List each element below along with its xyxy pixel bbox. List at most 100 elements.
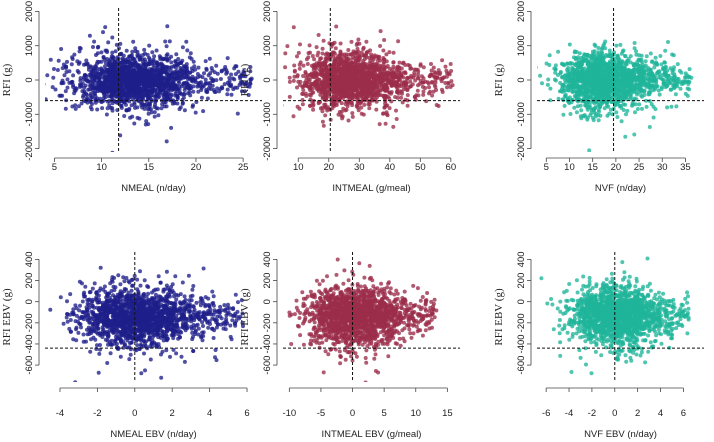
- scatter-point: [347, 73, 352, 78]
- scatter-point: [301, 84, 306, 89]
- scatter-point: [413, 78, 418, 83]
- scatter-point: [553, 70, 558, 75]
- scatter-point: [133, 49, 138, 54]
- scatter-point: [146, 122, 151, 127]
- scatter-point: [235, 111, 240, 116]
- scatter-point: [354, 74, 359, 79]
- scatter-point: [94, 71, 99, 76]
- scatter-point: [283, 104, 284, 107]
- y-tick-label: 0: [262, 77, 273, 82]
- scatter-point: [406, 75, 411, 80]
- scatter-point: [362, 84, 367, 89]
- scatter-point: [388, 80, 392, 85]
- scatter-point: [166, 72, 171, 77]
- scatter-point: [95, 80, 99, 85]
- scatter-point: [585, 107, 590, 112]
- scatter-point: [208, 71, 213, 76]
- scatter-point: [570, 76, 575, 81]
- scatter-point: [572, 50, 577, 55]
- scatter-point: [339, 109, 344, 114]
- scatter-point: [189, 56, 194, 61]
- scatter-point: [154, 48, 159, 53]
- scatter-point: [322, 92, 327, 97]
- scatter-point: [90, 75, 95, 80]
- scatter-point: [673, 92, 678, 97]
- scatter-point: [267, 98, 271, 102]
- scatter-point: [405, 93, 410, 98]
- scatter-point: [158, 72, 163, 77]
- scatter-point: [55, 68, 60, 72]
- scatter-point: [214, 63, 219, 68]
- scatter-point: [658, 54, 663, 58]
- scatter-point: [610, 57, 615, 62]
- scatter-point: [180, 72, 185, 77]
- scatter-point: [640, 70, 645, 75]
- scatter-point: [665, 77, 670, 82]
- scatter-point: [86, 87, 91, 92]
- scatter-point: [569, 82, 574, 87]
- scatter-point: [315, 84, 320, 89]
- scatter-point: [201, 84, 206, 89]
- scatter-point: [330, 68, 335, 73]
- y-tick-label: 1000: [262, 35, 273, 56]
- scatter-point: [82, 85, 87, 90]
- scatter-point: [155, 75, 160, 80]
- scatter-point: [589, 94, 593, 99]
- scatter-point: [153, 89, 158, 93]
- scatter-point: [387, 106, 392, 111]
- scatter-point: [311, 67, 316, 72]
- scatter-point: [309, 71, 314, 76]
- scatter-point: [233, 72, 238, 77]
- scatter-point: [311, 102, 316, 107]
- scatter-point: [103, 25, 108, 30]
- scatter-point: [65, 77, 70, 82]
- scatter-point: [374, 95, 379, 100]
- scatter-point: [283, 51, 288, 56]
- scatter-point: [88, 105, 93, 110]
- scatter-point: [383, 121, 388, 126]
- scatter-point: [119, 103, 124, 108]
- scatter-point: [410, 82, 415, 87]
- scatter-point: [149, 82, 154, 87]
- scatter-point: [341, 92, 346, 97]
- scatter-point: [140, 75, 145, 80]
- scatter-point: [113, 64, 118, 69]
- scatter-point: [154, 106, 159, 111]
- scatter-point: [650, 59, 655, 64]
- scatter-point: [423, 86, 428, 90]
- scatter-point: [598, 113, 603, 118]
- scatter-point: [588, 105, 593, 110]
- scatter-point: [110, 101, 115, 106]
- scatter-point: [566, 75, 571, 80]
- scatter-point: [338, 49, 343, 54]
- scatter-point: [177, 84, 182, 89]
- scatter-point: [87, 33, 92, 38]
- scatter-point: [312, 57, 317, 62]
- scatter-point: [385, 113, 390, 118]
- scatter-point: [387, 50, 392, 55]
- scatter-point: [205, 96, 210, 101]
- scatter-point: [130, 77, 135, 82]
- scatter-point: [548, 98, 553, 103]
- scatter-point: [661, 81, 666, 86]
- scatter-point: [287, 79, 292, 84]
- scatter-point: [215, 86, 220, 91]
- scatter-point: [196, 89, 201, 94]
- scatter-point: [304, 57, 309, 62]
- scatter-point: [124, 84, 129, 89]
- scatter-point: [243, 74, 248, 79]
- scatter-point: [553, 67, 558, 72]
- scatter-point: [304, 78, 309, 83]
- scatter-point: [380, 86, 385, 91]
- scatter-point: [348, 76, 353, 81]
- scatter-point: [399, 95, 404, 100]
- scatter-point: [632, 41, 637, 45]
- scatter-point: [342, 52, 347, 57]
- scatter-point: [620, 77, 625, 82]
- scatter-point: [113, 59, 117, 64]
- scatter-point: [123, 93, 128, 98]
- scatter-point: [372, 86, 377, 91]
- scatter-point: [161, 57, 166, 62]
- scatter-points: [537, 39, 694, 152]
- scatter-point: [591, 118, 596, 123]
